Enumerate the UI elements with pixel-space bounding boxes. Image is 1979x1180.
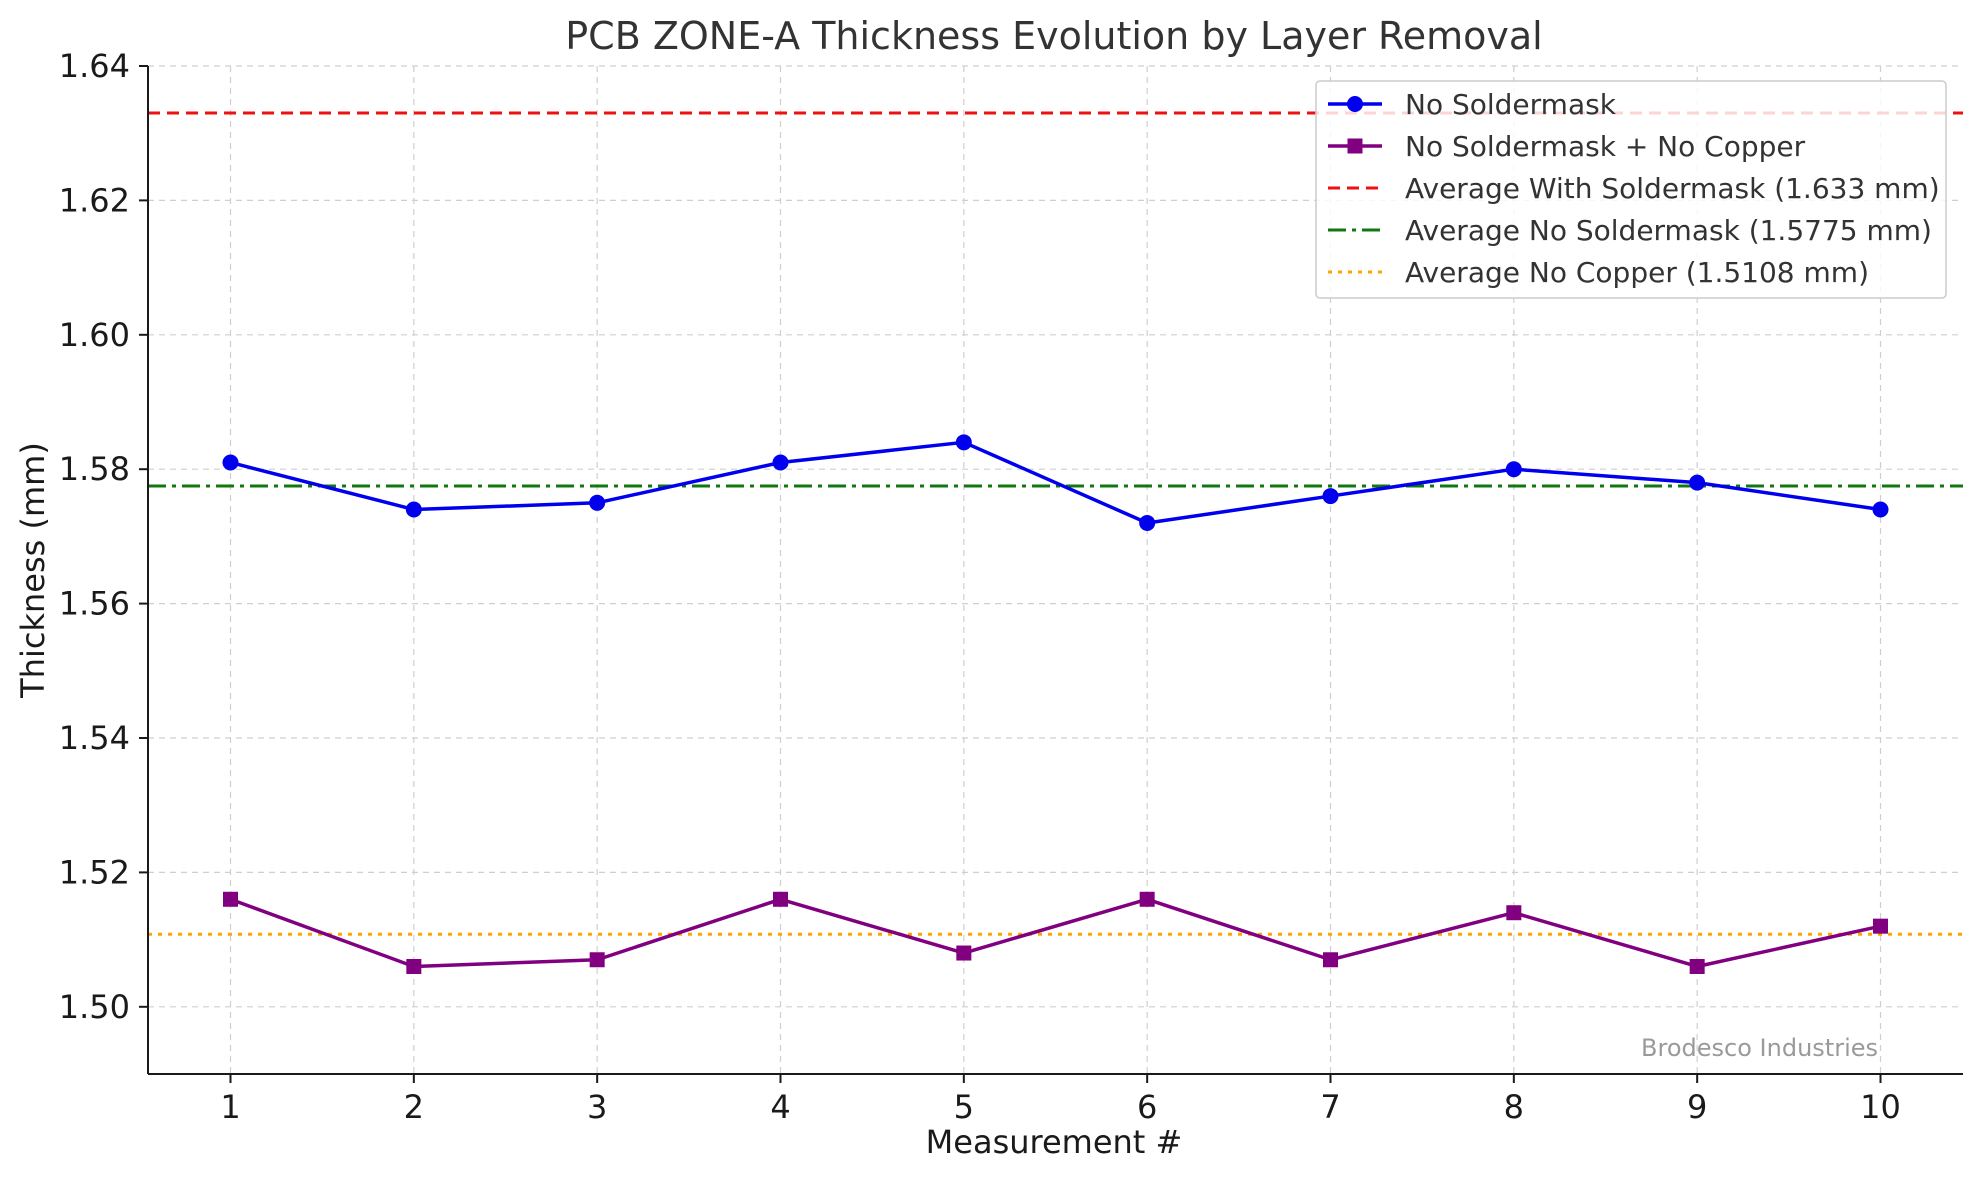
x-axis-label: Measurement # [926, 1123, 1183, 1161]
legend-label: Average No Soldermask (1.5775 mm) [1405, 214, 1932, 247]
legend-box [1315, 80, 1947, 299]
x-tick-label: 2 [404, 1088, 424, 1126]
x-tick-label: 9 [1687, 1088, 1707, 1126]
y-tick-label: 1.56 [59, 585, 130, 623]
data-point [772, 454, 789, 471]
series-1 [222, 434, 1889, 531]
watermark-text: Brodesco Industries [1641, 1034, 1878, 1062]
legend: No Soldermask No Soldermask + No Copper Av… [1315, 80, 1947, 299]
data-point [1505, 461, 1522, 478]
data-point [223, 891, 238, 907]
data-point [1139, 514, 1156, 531]
legend-marker [1347, 138, 1363, 154]
data-point [406, 958, 422, 974]
data-point [1322, 488, 1339, 505]
chart-title: PCB ZONE-A Thickness Evolution by Layer … [565, 14, 1542, 58]
data-point [589, 952, 605, 968]
y-tick-label: 1.52 [59, 853, 130, 891]
y-tick-label: 1.60 [59, 316, 130, 354]
y-tick-label: 1.62 [59, 181, 130, 219]
data-point [1872, 501, 1889, 518]
x-tick-label: 3 [587, 1088, 607, 1126]
tick-labels: 1 2 3 4 5 6 7 8 9 10 1.50 1.52 1.54 1.56 1.58 1.60 1.62 1… [59, 47, 1901, 1126]
data-point [405, 501, 422, 518]
data-point [589, 494, 606, 511]
series-2 [223, 891, 1888, 974]
legend-item: Average No Copper (1.5108 mm) [1328, 256, 1869, 289]
y-axis-label: Thickness (mm) [14, 442, 52, 699]
legend-item: Average No Soldermask (1.5775 mm) [1328, 214, 1932, 247]
y-tick-label: 1.58 [59, 450, 130, 488]
data-point [1873, 918, 1888, 934]
y-tick-label: 1.50 [59, 988, 130, 1026]
legend-label: Average No Copper (1.5108 mm) [1405, 256, 1869, 289]
legend-label: No Soldermask + No Copper [1405, 130, 1806, 163]
data-point [956, 945, 972, 961]
legend-item: Average With Soldermask (1.633 mm) [1328, 172, 1940, 205]
series-2-line [229, 897, 1881, 969]
data-point [1506, 905, 1522, 921]
x-tick-label: 6 [1137, 1088, 1157, 1126]
y-tick-label: 1.64 [59, 47, 130, 85]
data-series [222, 434, 1889, 974]
x-tick-label: 5 [954, 1088, 974, 1126]
legend-item: No Soldermask + No Copper [1328, 130, 1806, 163]
data-point [1323, 952, 1338, 968]
legend-label: Average With Soldermask (1.633 mm) [1405, 172, 1940, 205]
legend-marker [1347, 96, 1363, 112]
x-tick-label: 7 [1320, 1088, 1340, 1126]
legend-label: No Soldermask [1405, 88, 1617, 121]
axes [147, 66, 1963, 1075]
x-tick-label: 4 [770, 1088, 790, 1126]
x-tick-label: 10 [1860, 1088, 1901, 1126]
y-tick-label: 1.54 [59, 719, 130, 757]
series-1-line [230, 440, 1881, 525]
data-point [1689, 474, 1706, 491]
x-tick-label: 8 [1504, 1088, 1524, 1126]
data-point [1139, 891, 1155, 907]
data-point [773, 891, 788, 907]
legend-item: No Soldermask [1328, 88, 1617, 121]
x-tick-label: 1 [220, 1088, 240, 1126]
data-point [955, 434, 972, 451]
data-point [222, 454, 239, 471]
data-point [1689, 958, 1705, 974]
